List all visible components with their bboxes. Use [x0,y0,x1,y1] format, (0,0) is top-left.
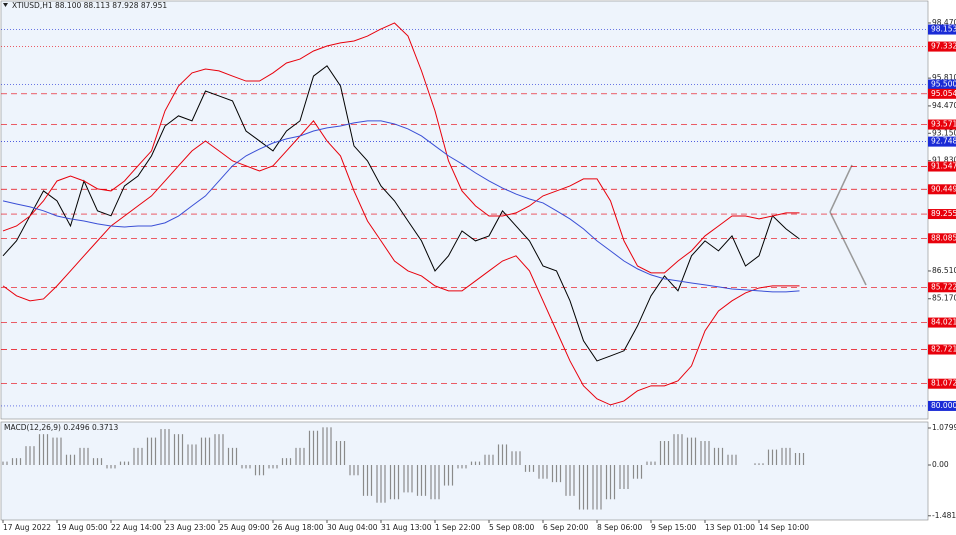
x-tick-label: 26 Aug 18:00 [273,523,324,532]
y-tick-label: 91.830 [932,156,956,165]
x-tick-label: 8 Sep 06:00 [597,523,643,532]
level-tag [928,136,956,147]
price-panel [0,0,929,420]
level-label: 91.547 [931,162,956,171]
band-line [2,22,800,274]
level-tag [928,317,956,328]
x-tick-label: 5 Sep 08:00 [489,523,535,532]
y-tick-label: 95.810 [932,73,956,82]
level-tag [928,184,956,195]
y-tick-label: 85.170 [932,294,956,303]
x-tick-label: 1 Sep 22:00 [435,523,481,532]
price-line [2,65,800,362]
level-label: 90.449 [931,184,956,193]
level-tag [928,119,956,130]
y-tick-label: 98.470 [932,18,956,27]
level-label: 81.072 [931,379,956,388]
macd-tick-label: -1.4818 [932,511,956,520]
macd-label: MACD(12,26,9) 0.2496 0.3713 [4,423,118,432]
level-tag [928,79,956,90]
level-label: 95.054 [931,89,956,98]
level-tag [928,41,956,52]
x-tick-label: 25 Aug 09:00 [219,523,270,532]
level-label: 92.748 [931,137,956,146]
level-tag [928,233,956,244]
forecast-arrows [829,164,867,286]
level-label: 88.085 [931,233,956,242]
level-tag [928,24,956,35]
x-tick-label: 31 Aug 13:00 [381,523,432,532]
level-label: 97.332 [931,42,956,51]
y-tick-label: 94.470 [932,101,956,110]
arrow-up [829,164,853,213]
chart-title: XTIUSD,H1 88.100 88.113 87.928 87.951 [12,1,167,10]
level-tag [928,88,956,99]
x-tick-label: 6 Sep 20:00 [543,523,589,532]
level-tag [928,378,956,389]
level-label: 82.721 [931,345,956,354]
x-tick-label: 14 Sep 10:00 [759,523,809,532]
level-tag [928,344,956,355]
x-tick-label: 30 Aug 04:00 [327,523,378,532]
level-label: 95.500 [931,80,956,89]
x-tick-label: 9 Sep 15:00 [651,523,697,532]
x-tick-label: 13 Sep 01:00 [705,523,755,532]
arrow-down [829,211,867,286]
level-label: 80.000 [931,401,956,410]
level-label: 98.153 [931,25,956,34]
macd-panel [0,421,929,521]
level-tag [928,161,956,172]
level-tag [928,400,956,411]
band-line [2,120,800,293]
level-label: 84.021 [931,318,956,327]
level-label: 85.722 [931,282,956,291]
y-tick-label: 86.510 [932,266,956,275]
menu-arrow [3,3,8,7]
x-tick-label: 23 Aug 23:00 [165,523,216,532]
level-tag [928,282,956,293]
level-label: 89.255 [931,209,956,218]
level-tag [928,209,956,220]
macd-tick-label: 0.00 [932,460,949,469]
y-tick-label: 93.150 [932,128,956,137]
x-tick-label: 17 Aug 2022 [3,523,51,532]
macd-tick-label: 1.0799 [932,423,956,432]
level-label: 93.571 [931,120,956,129]
x-tick-label: 19 Aug 05:00 [57,523,108,532]
band-line [2,120,800,406]
x-tick-label: 22 Aug 14:00 [111,523,162,532]
